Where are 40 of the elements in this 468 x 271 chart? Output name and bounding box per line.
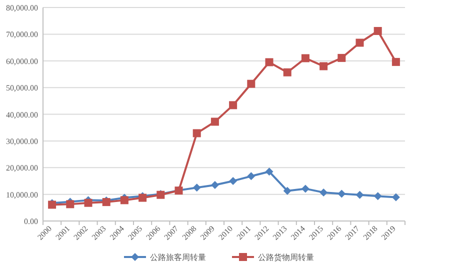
point [229,176,238,185]
y-tick-label: 60,000.00 [6,56,38,66]
y-tick-label: 30,000.00 [6,136,38,146]
y-tick-label: 0.00 [24,217,38,226]
point [66,200,74,208]
point [84,198,92,207]
point [392,193,400,202]
point [320,62,328,70]
point [120,196,128,204]
point [356,38,364,47]
point [229,101,238,110]
legend-label: 公路货物周转量 [258,253,314,262]
legend-label: 公路旅客周转量 [150,253,206,262]
point [247,172,256,180]
point [338,54,346,62]
point [320,188,328,196]
point [301,184,310,193]
y-tick-label: 10,000.00 [6,190,38,200]
point [192,129,201,138]
point [247,80,256,88]
x-tick-label: 2001 [54,224,72,242]
y-tick-label: 40,000.00 [6,110,38,120]
point [301,54,310,62]
point [374,192,382,200]
point [210,118,219,126]
x-tick-label: 2011 [235,224,253,242]
point [392,58,400,66]
y-tick-label: 70,000.00 [6,30,38,40]
point [283,186,292,195]
point [210,180,219,189]
y-tick-label: 80,000.00 [6,4,38,12]
point [356,190,364,199]
point [192,184,201,192]
y-tick-label: 50,000.00 [6,84,38,93]
point [283,68,292,76]
point [265,168,274,176]
point [374,26,382,35]
point [338,190,346,198]
y-tick-label: 20,000.00 [6,164,38,173]
point [265,58,274,66]
